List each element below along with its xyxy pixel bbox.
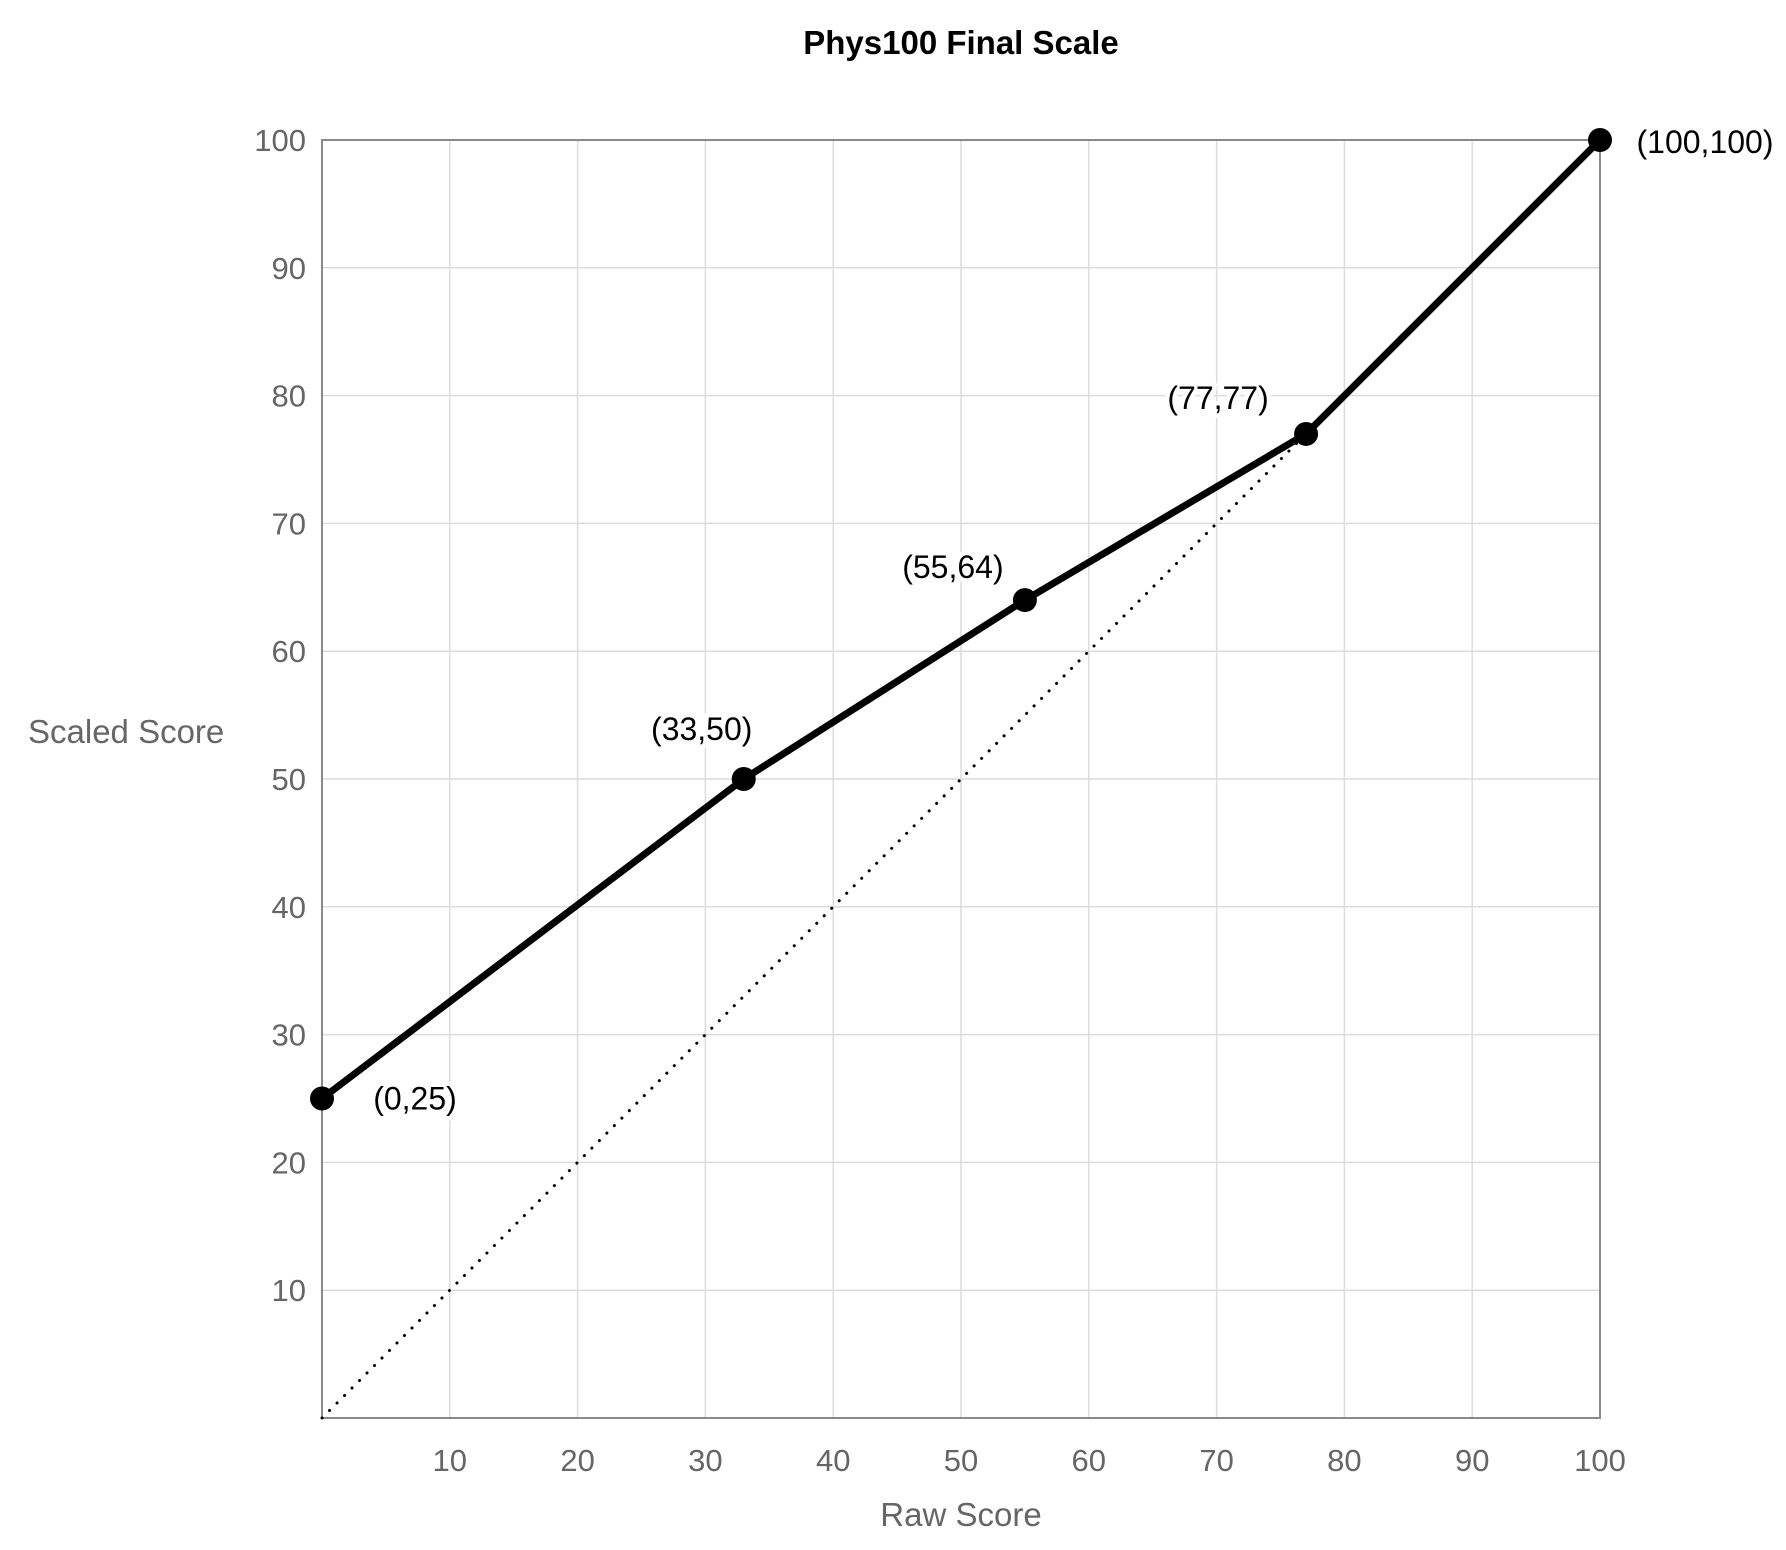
y-tick-label: 60: [272, 634, 306, 669]
x-tick-label: 40: [816, 1443, 850, 1478]
y-tick-label: 90: [272, 251, 306, 286]
y-tick-label: 100: [254, 123, 306, 158]
x-tick-label: 50: [944, 1443, 978, 1478]
x-axis-title: Raw Score: [880, 1496, 1042, 1533]
y-tick-label: 40: [272, 890, 306, 925]
chart-title: Phys100 Final Scale: [803, 24, 1119, 61]
data-point-marker: [1294, 421, 1319, 446]
plot-border: [321, 139, 1601, 1419]
y-tick-label: 10: [272, 1273, 306, 1308]
data-point-label: (100,100): [1637, 124, 1774, 160]
y-tick-label: 80: [272, 379, 306, 414]
y-axis-title: Scaled Score: [28, 713, 225, 750]
x-tick-label: 70: [1199, 1443, 1233, 1478]
data-point-marker: [731, 767, 756, 791]
data-point-marker: [1588, 128, 1612, 152]
data-point-label: (33,50): [651, 711, 752, 747]
y-tick-label: 70: [272, 506, 306, 541]
y-tick-label: 50: [272, 762, 306, 797]
y-tick-label: 30: [272, 1018, 306, 1053]
reference-line: [320, 138, 1602, 1420]
x-tick-label: 30: [688, 1443, 722, 1478]
x-tick-label: 60: [1072, 1443, 1106, 1478]
y-tick-label: 20: [272, 1145, 306, 1180]
x-tick-label: 10: [433, 1443, 467, 1478]
data-point-label: (0,25): [373, 1081, 457, 1117]
x-tick-label: 20: [560, 1443, 594, 1478]
x-tick-label: 100: [1574, 1443, 1626, 1478]
data-point-label: (55,64): [902, 549, 1003, 585]
data-point-label: (77,77): [1167, 380, 1268, 416]
data-point-marker: [310, 1086, 334, 1111]
x-tick-label: 80: [1327, 1443, 1361, 1478]
x-tick-label: 90: [1455, 1443, 1489, 1478]
data-point-marker: [1012, 588, 1037, 613]
